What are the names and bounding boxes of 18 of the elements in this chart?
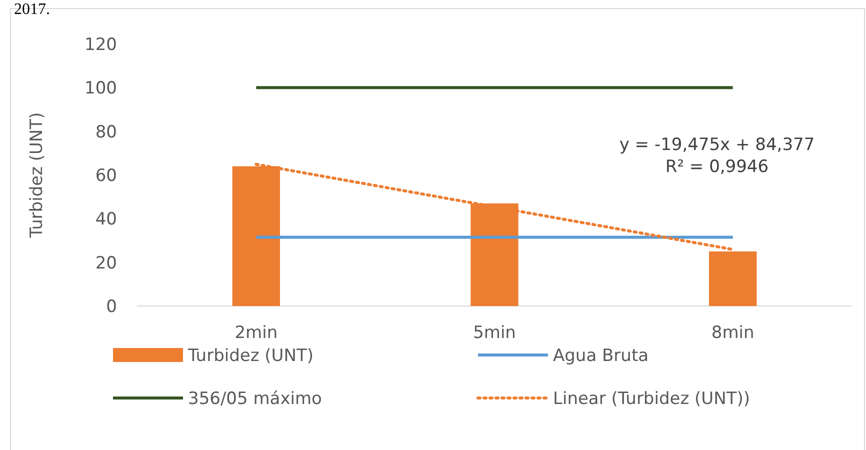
legend-label: Agua Bruta: [553, 346, 649, 366]
x-tick-label: 2min: [234, 323, 278, 343]
y-tick-label: 0: [106, 296, 117, 317]
y-tick-label: 40: [95, 210, 117, 230]
annotation: R² = 0,9946: [665, 157, 769, 177]
x-tick-label: 8min: [711, 323, 754, 343]
y-axis-title: Turbidez (UNT): [27, 112, 47, 239]
legend-label: Linear (Turbidez (UNT)): [553, 388, 750, 409]
text: 2017.: [14, 1, 50, 18]
y-tick-label: 100: [84, 78, 117, 99]
y-tick-label: 80: [95, 122, 117, 142]
x-tick-label: 5min: [473, 323, 516, 343]
annotation: y = -19,475x + 84,377: [619, 135, 815, 155]
y-tick-label: 120: [84, 34, 117, 55]
y-tick-label: 60: [95, 166, 117, 186]
legend-label: Turbidez (UNT): [187, 346, 314, 366]
y-tick-label: 20: [95, 253, 117, 274]
legend-label: 356/05 máximo: [188, 388, 322, 409]
